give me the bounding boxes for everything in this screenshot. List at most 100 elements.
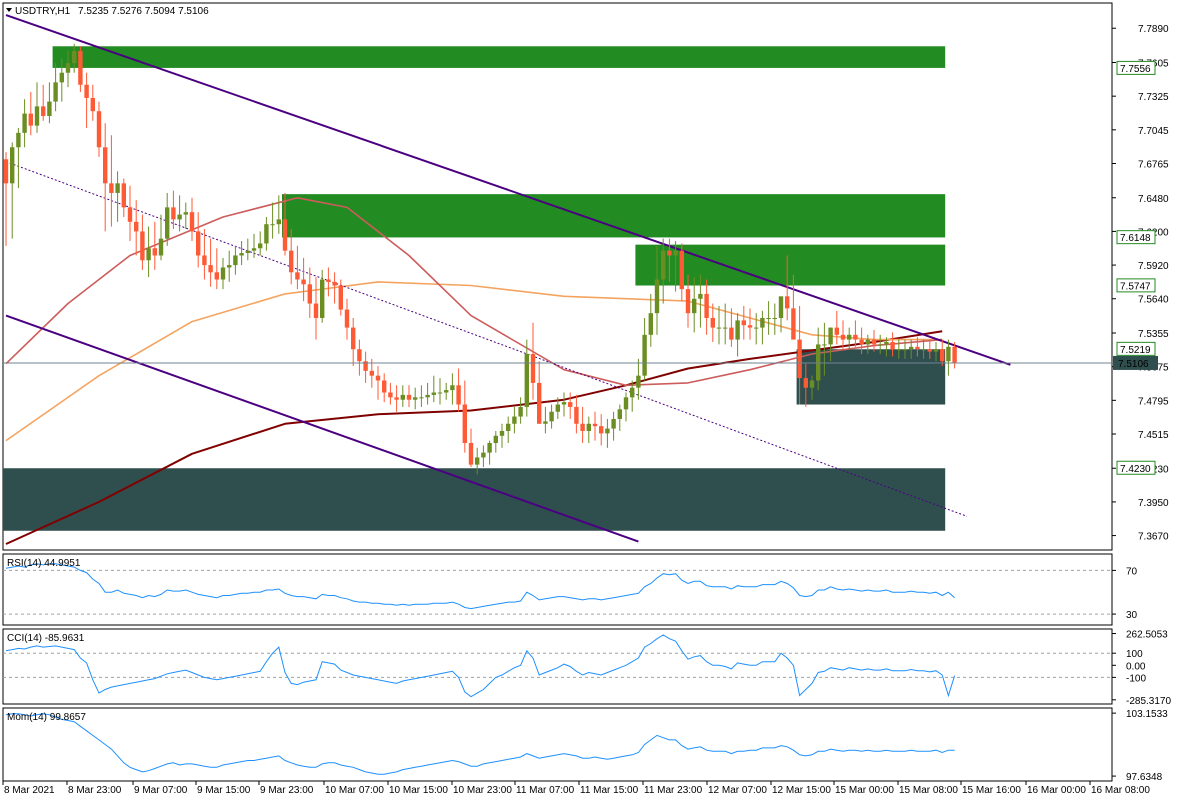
supply-zone-1 xyxy=(282,194,946,238)
candle xyxy=(710,303,715,343)
candle xyxy=(549,404,554,429)
level-label: 7.5747 xyxy=(1116,278,1156,293)
rsi-tick-label: 70 xyxy=(1126,566,1138,577)
candle xyxy=(648,293,653,347)
candle xyxy=(444,382,449,400)
time-tick-label: 15 Mar 16:00 xyxy=(962,785,1021,796)
candle xyxy=(59,58,64,102)
candle xyxy=(233,245,238,275)
candle xyxy=(698,274,703,328)
candle xyxy=(103,123,108,232)
candle xyxy=(716,305,722,345)
level-label: 7.6148 xyxy=(1116,230,1156,245)
candle xyxy=(723,303,728,345)
candle xyxy=(307,267,312,318)
candle xyxy=(320,269,325,323)
mom-pane[interactable] xyxy=(2,707,1113,782)
cci-line xyxy=(5,634,956,698)
candle xyxy=(158,214,164,261)
price-tick-label: 7.6480 xyxy=(1138,194,1169,205)
candle xyxy=(909,339,914,359)
candle xyxy=(617,404,622,431)
supply-zone-0 xyxy=(52,46,946,68)
collapse-triangle-icon[interactable] xyxy=(6,8,12,12)
time-tick-label: 11 Mar 15:00 xyxy=(580,785,639,796)
candle xyxy=(890,332,895,357)
candle xyxy=(915,337,920,357)
candle xyxy=(803,363,808,407)
candle xyxy=(462,380,467,453)
candle xyxy=(481,445,486,468)
price-pane[interactable] xyxy=(2,2,1113,551)
candle xyxy=(884,337,889,357)
time-tick-label: 8 Mar 23:00 xyxy=(68,785,122,796)
candle xyxy=(654,245,660,335)
time-tick-label: 10 Mar 15:00 xyxy=(389,785,448,796)
candle xyxy=(289,229,294,285)
price-tick-label: 7.3670 xyxy=(1138,532,1169,543)
candle xyxy=(375,366,381,400)
time-tick-label: 12 Mar 15:00 xyxy=(772,785,831,796)
candle xyxy=(834,310,839,345)
candle xyxy=(425,382,430,405)
price-tick-label: 7.4515 xyxy=(1138,430,1169,441)
candle xyxy=(537,361,542,424)
rsi-pane[interactable] xyxy=(2,553,1113,626)
candle xyxy=(735,313,740,357)
candle xyxy=(754,313,759,345)
candle xyxy=(580,406,585,444)
ohlc-readout: 7.5235 7.5276 7.5094 7.5106 xyxy=(78,6,209,17)
candle xyxy=(493,430,498,453)
price-tick-label: 7.5355 xyxy=(1138,329,1169,340)
candle xyxy=(871,329,877,352)
candle xyxy=(760,310,765,345)
candle xyxy=(766,301,771,335)
candle xyxy=(16,128,21,189)
dotted-trendline-2 xyxy=(5,161,968,517)
time-tick-label: 10 Mar 23:00 xyxy=(453,785,512,796)
trendlines xyxy=(5,14,1011,543)
mom-title: Mom(14) 99.8657 xyxy=(7,712,86,723)
mom-tick-label: 103.1533 xyxy=(1126,709,1168,720)
time-tick-label: 15 Mar 00:00 xyxy=(835,785,894,796)
channel-line-1 xyxy=(5,314,639,543)
candle xyxy=(896,339,901,359)
candle xyxy=(165,192,170,246)
ma-light-line xyxy=(5,281,943,442)
candle xyxy=(772,303,777,335)
price-zones xyxy=(3,46,946,531)
time-tick-label: 9 Mar 23:00 xyxy=(260,785,314,796)
level-label: 7.4230 xyxy=(1116,460,1156,475)
candle xyxy=(506,416,511,444)
candle xyxy=(22,99,27,148)
candle xyxy=(382,373,387,403)
candle xyxy=(785,255,790,321)
time-tick-label: 8 Mar 2021 xyxy=(4,785,55,796)
candle xyxy=(561,392,567,417)
candle xyxy=(704,279,709,335)
candle xyxy=(809,375,815,400)
candle xyxy=(946,339,951,376)
candle xyxy=(183,202,188,230)
candle xyxy=(642,317,647,381)
candle xyxy=(797,305,802,405)
time-tick-label: 15 Mar 08:00 xyxy=(899,785,958,796)
candle xyxy=(301,257,306,302)
candle xyxy=(208,238,213,287)
cci-tick-label: 0.00 xyxy=(1126,661,1146,672)
candle xyxy=(636,358,641,400)
candle xyxy=(251,233,257,258)
candle xyxy=(115,171,120,222)
time-axis: 8 Mar 2021 8 Mar 23:00 9 Mar 07:00 9 Mar 15… xyxy=(2,781,1150,796)
candle xyxy=(865,334,870,355)
candle xyxy=(109,135,114,227)
candle xyxy=(295,245,300,290)
candle xyxy=(65,51,71,88)
candle xyxy=(630,380,635,412)
cci-pane[interactable] xyxy=(2,628,1113,705)
candle xyxy=(127,185,133,242)
candle xyxy=(450,373,455,405)
candle xyxy=(530,322,536,400)
candle xyxy=(369,358,374,388)
